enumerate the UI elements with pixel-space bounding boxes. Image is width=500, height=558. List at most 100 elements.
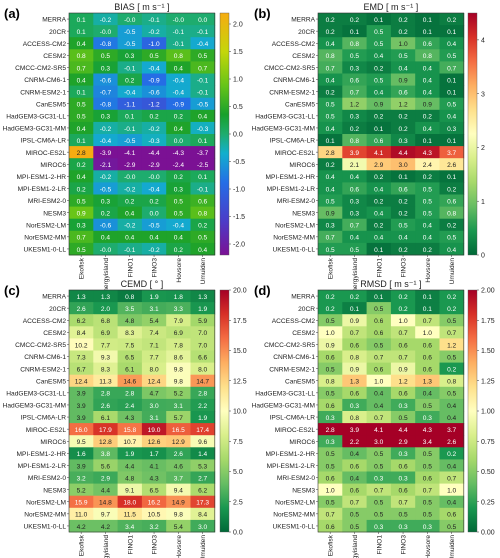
cell-label: 0.8 — [350, 415, 359, 422]
cell-label: 0.1 — [447, 138, 456, 145]
heatmap-cell — [190, 13, 216, 26]
cell-label: 0.6 — [447, 512, 456, 519]
cell-label: 2.9 — [374, 162, 383, 169]
heatmap-cell — [390, 459, 416, 472]
heatmap-cell — [166, 182, 191, 195]
cell-label: 10.7 — [123, 439, 136, 446]
cell-label: 0.8 — [174, 53, 183, 60]
heatmap-cell — [141, 338, 167, 351]
colorbar-tick-label: 1 — [481, 199, 485, 206]
row-label: NorESM2-LM — [275, 222, 315, 229]
heatmap-cell — [117, 182, 143, 195]
cell-label: 0.2 — [326, 17, 335, 24]
heatmap-cell — [190, 519, 216, 533]
cell-label: 0.4 — [350, 174, 359, 181]
heatmap-cell — [166, 97, 191, 111]
heatmap-cell — [415, 411, 440, 424]
cell-label: 0.3 — [398, 138, 407, 145]
cell-label: 6.1 — [101, 415, 110, 422]
heatmap-cell — [318, 471, 343, 484]
col-label: Ekofisk — [328, 534, 335, 556]
cell-label: 0.5 — [174, 198, 183, 205]
cell-label: 0.6 — [350, 487, 359, 494]
cell-label: 1.2 — [447, 342, 456, 349]
heatmap-cell — [439, 471, 465, 484]
heatmap-cell — [166, 194, 191, 207]
heatmap-cell — [318, 49, 343, 62]
heatmap-frame — [68, 289, 216, 533]
heatmap-cell — [439, 362, 465, 376]
heatmap-cell — [166, 459, 191, 472]
cell-label: 0.5 — [77, 198, 86, 205]
col-label: Umuiden — [449, 258, 456, 285]
col-label: FINO3 — [401, 535, 408, 555]
cell-label: 0.4 — [398, 65, 407, 72]
colorbar-tick-label: 0.25 — [481, 499, 495, 506]
cell-label: 0.7 — [77, 235, 86, 242]
cell-label: 0.2 — [398, 198, 407, 205]
heatmap-cell — [318, 411, 343, 424]
heatmap-cell — [439, 158, 465, 171]
cell-label: 0.2 — [77, 162, 86, 169]
heatmap-cell — [69, 97, 94, 111]
cell-label: 0.5 — [374, 29, 383, 36]
heatmap-cell — [439, 134, 465, 147]
cell-label: 0.2 — [125, 77, 134, 84]
heatmap-cell — [415, 338, 440, 351]
heatmap-cell — [415, 13, 440, 26]
panel-title: EMD [ m s⁻¹ ] — [364, 2, 419, 12]
heatmap-cell — [439, 146, 465, 159]
heatmap-cell — [366, 326, 392, 339]
heatmap-cell — [366, 121, 392, 135]
cell-label: 0.4 — [423, 223, 432, 230]
cell-label: 4.7 — [149, 391, 158, 398]
row-label: IPSL-CM6A-LR — [270, 415, 316, 422]
cell-label: 0.5 — [447, 354, 456, 361]
cell-label: 0.2 — [374, 65, 383, 72]
cell-label: 0.8 — [326, 53, 335, 60]
heatmap-cell — [141, 483, 167, 497]
colorbar — [467, 289, 478, 533]
cell-label: 4.4 — [398, 427, 407, 434]
heatmap-cell — [366, 146, 392, 159]
heatmap-cell — [166, 37, 191, 50]
colorbar-tick-label: 15.0 — [233, 348, 247, 355]
cell-label: 0.8 — [447, 210, 456, 217]
heatmap-cell — [415, 37, 440, 50]
heatmap-cell — [390, 109, 416, 123]
heatmap-cell — [342, 37, 367, 50]
cell-label: 0.4 — [326, 186, 335, 193]
cell-label: 0.5 — [423, 512, 432, 519]
heatmap-cell — [366, 61, 392, 74]
heatmap-cell — [366, 423, 392, 436]
row-label: MIROC6 — [40, 439, 66, 446]
cell-label: 0.5 — [326, 102, 335, 109]
cell-label: 0.1 — [198, 138, 207, 145]
heatmap-cell — [390, 338, 416, 351]
heatmap-cell — [415, 435, 440, 448]
cell-label: 0.5 — [423, 403, 432, 410]
cell-label: 0.7 — [326, 235, 335, 242]
cell-label: 2.8 — [101, 391, 110, 398]
heatmap-cell — [190, 326, 216, 339]
cell-label: 0.5 — [374, 342, 383, 349]
cell-label: 6.7 — [77, 366, 86, 373]
cell-label: 5.2 — [77, 487, 86, 494]
cell-label: 0.5 — [398, 415, 407, 422]
heatmap-cell — [117, 146, 143, 159]
heatmap-cell — [439, 218, 465, 232]
cell-label: 3.5 — [125, 306, 134, 313]
col-label: Ekofisk — [79, 534, 86, 556]
heatmap-cell — [190, 386, 216, 400]
cell-label: 15.8 — [123, 427, 136, 434]
cell-label: 0.3 — [398, 451, 407, 458]
heatmap-cell — [93, 435, 118, 448]
cell-label: 0.2 — [447, 223, 456, 230]
heatmap-cell — [141, 170, 167, 183]
cell-label: 0.1 — [77, 138, 86, 145]
row-label: UKESM1-0-LL — [23, 524, 66, 531]
col-label: Hovsore — [176, 258, 183, 283]
row-label: MPI-ESM1-2-HR — [266, 174, 316, 181]
heatmap-cell — [190, 182, 216, 195]
heatmap-cell — [366, 97, 392, 111]
